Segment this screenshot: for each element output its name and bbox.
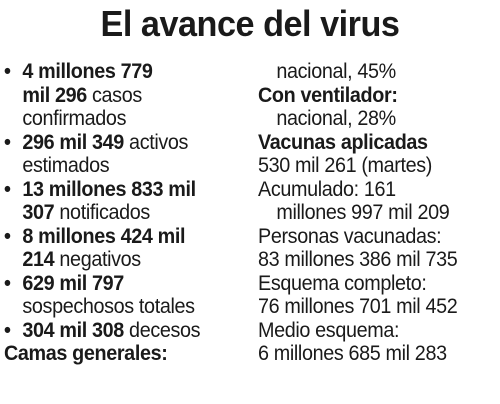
confirmed-cases-value-cont: mil 296 bbox=[22, 82, 87, 107]
list-item: • 8 millones 424 mil bbox=[4, 223, 248, 249]
active-cases-label: activos bbox=[123, 129, 189, 154]
accumulated-value: millones 997 mil 209 bbox=[276, 200, 450, 224]
list-item-cont: 214 negativos bbox=[4, 247, 248, 272]
bullet: • bbox=[4, 223, 11, 248]
negative-value: 8 millones 424 mil bbox=[22, 223, 186, 248]
list-item: • 629 mil 797 bbox=[4, 270, 248, 296]
ventilator-heading: Con ventilador: bbox=[258, 82, 398, 107]
half-scheme-label: Medio esquema: bbox=[258, 317, 400, 342]
bullet: • bbox=[4, 59, 11, 83]
list-item-cont: estimados bbox=[4, 153, 248, 178]
suspected-label: sospechosos totales bbox=[22, 294, 195, 318]
list-item-cont: mil 296 casos bbox=[4, 82, 248, 108]
bullet: • bbox=[4, 270, 11, 295]
left-column: • 4 millones 779 mil 296 casos confirmado… bbox=[4, 59, 248, 366]
accumulated-label: Acumulado: 161 bbox=[258, 176, 396, 201]
confirmed-cases-value: 4 millones 779 bbox=[22, 59, 153, 83]
active-cases-value: 296 mil 349 bbox=[22, 129, 124, 154]
list-item-cont: sospechosos totales bbox=[4, 294, 248, 319]
complete-scheme-value: 76 millones 701 mil 452 bbox=[258, 294, 458, 318]
negative-value-cont: 214 bbox=[22, 247, 55, 271]
negative-label: negativos bbox=[54, 247, 141, 271]
vaccinated-people-label: Personas vacunadas: bbox=[258, 223, 442, 248]
list-item: • 13 millones 833 mil bbox=[4, 176, 248, 202]
confirmed-cases-label: casos bbox=[86, 82, 142, 107]
vaccines-daily: 530 mil 261 (martes) bbox=[258, 153, 433, 177]
deaths-label: decesos bbox=[123, 317, 201, 342]
bullet: • bbox=[4, 176, 11, 201]
confirmed-cases-label-cont: confirmados bbox=[22, 106, 127, 130]
vaccinated-people-value: 83 millones 386 mil 735 bbox=[258, 247, 458, 271]
general-beds-heading: Camas generales: bbox=[4, 341, 168, 365]
notified-value-cont: 307 bbox=[22, 200, 55, 224]
bullet: • bbox=[4, 129, 11, 154]
notified-value: 13 millones 833 mil bbox=[22, 176, 196, 201]
right-column: nacional, 45% Con ventilador: nacional, … bbox=[258, 59, 499, 366]
list-item: • 4 millones 779 bbox=[4, 59, 248, 84]
notified-label: notificados bbox=[54, 200, 150, 224]
general-beds-value: nacional, 45% bbox=[276, 59, 396, 83]
list-item-cont: confirmados bbox=[4, 106, 248, 131]
suspected-value: 629 mil 797 bbox=[22, 270, 124, 295]
list-item: • 296 mil 349 activos bbox=[4, 129, 248, 155]
bullet: • bbox=[4, 317, 11, 342]
active-cases-label-cont: estimados bbox=[22, 153, 110, 177]
list-item-cont: 307 notificados bbox=[4, 200, 248, 225]
ventilator-value: nacional, 28% bbox=[276, 106, 396, 130]
complete-scheme-label: Esquema completo: bbox=[258, 270, 427, 295]
list-item: • 304 mil 308 decesos bbox=[4, 317, 248, 343]
deaths-value: 304 mil 308 bbox=[22, 317, 124, 342]
vaccines-heading: Vacunas aplicadas bbox=[258, 129, 428, 154]
half-scheme-value: 6 millones 685 mil 283 bbox=[258, 341, 447, 365]
page-title: El avance del virus bbox=[100, 3, 400, 44]
